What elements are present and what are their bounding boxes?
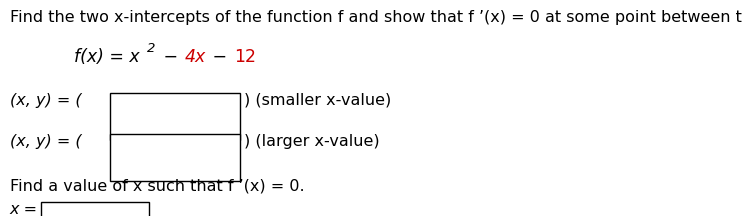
Text: 2: 2 — [147, 42, 155, 55]
Bar — [110, 134, 240, 181]
Text: Find a value of x such that f ’(x) = 0.: Find a value of x such that f ’(x) = 0. — [10, 178, 305, 193]
Text: x =: x = — [10, 202, 38, 216]
Text: (x, y) = (: (x, y) = ( — [10, 93, 81, 108]
Text: 4x: 4x — [184, 48, 206, 65]
Text: −: − — [207, 48, 232, 65]
Text: −: − — [158, 48, 183, 65]
Text: f(x) = x: f(x) = x — [74, 48, 140, 65]
Text: (x, y) = (: (x, y) = ( — [10, 134, 81, 149]
Bar — [41, 202, 149, 216]
Text: ) (larger x-value): ) (larger x-value) — [244, 134, 380, 149]
Text: 12: 12 — [234, 48, 256, 65]
Text: Find the two x-intercepts of the function f and show that f ’(x) = 0 at some poi: Find the two x-intercepts of the functio… — [10, 10, 743, 25]
Text: ) (smaller x-value): ) (smaller x-value) — [244, 93, 391, 108]
Bar — [110, 93, 240, 140]
